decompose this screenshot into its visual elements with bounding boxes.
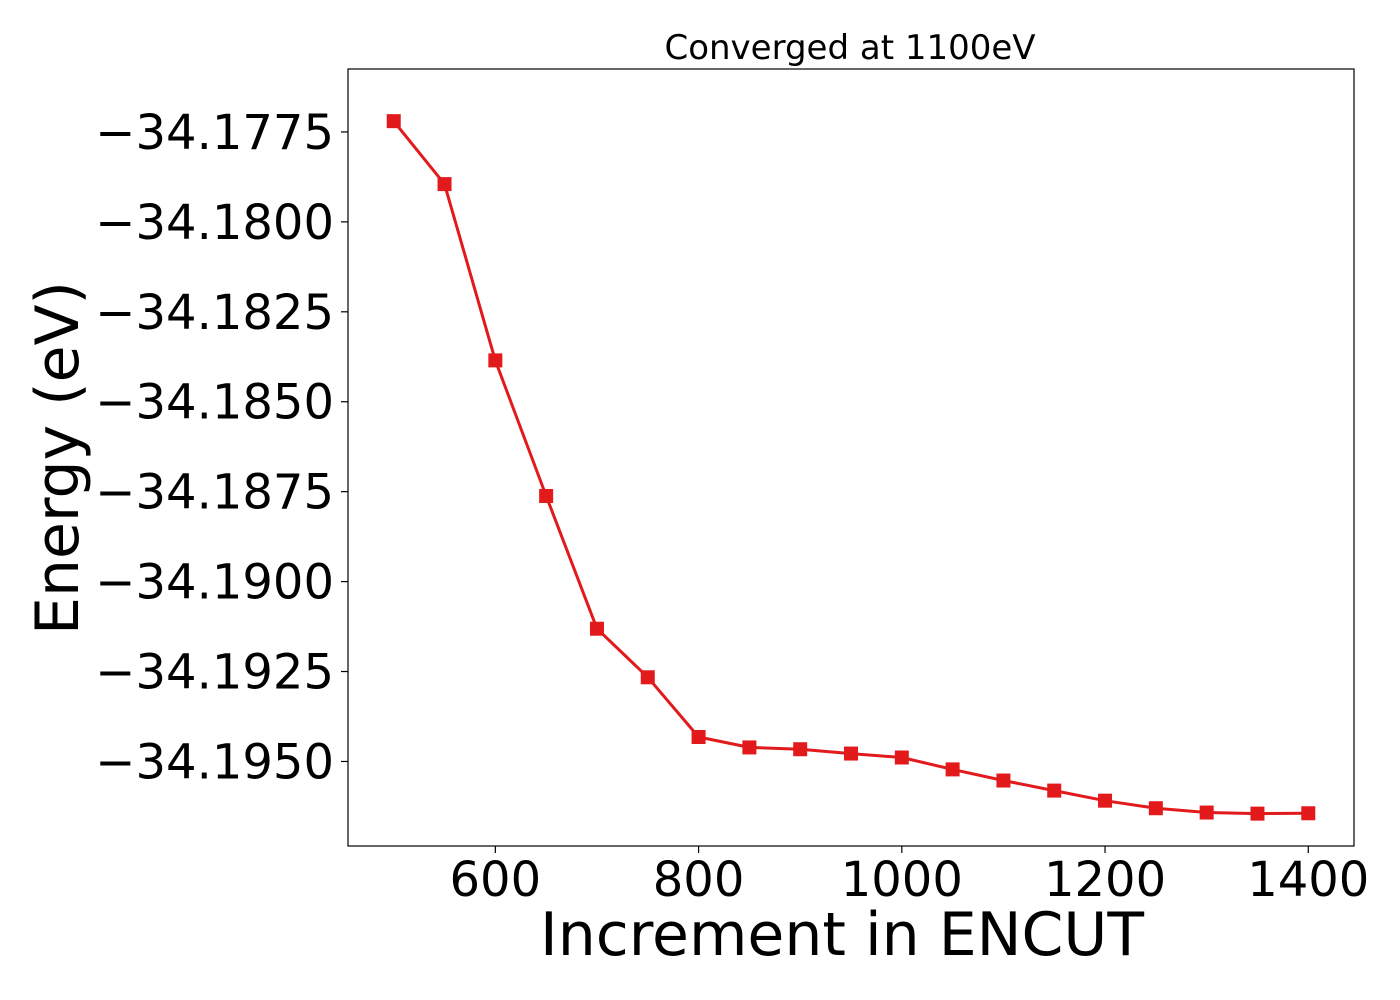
data-point-marker	[691, 730, 706, 745]
data-point-marker	[1148, 801, 1163, 816]
data-point-marker	[742, 740, 757, 755]
data-point-marker	[539, 488, 554, 503]
data-point-marker	[996, 773, 1011, 788]
data-point-marker	[1199, 805, 1214, 820]
data-point-marker	[1098, 793, 1113, 808]
data-point-marker	[1047, 783, 1062, 798]
y-tick-label: −34.1800	[95, 195, 334, 251]
y-tick-label: −34.1775	[95, 105, 334, 161]
data-point-marker	[1250, 806, 1265, 821]
x-tick-label: 800	[653, 852, 745, 908]
data-point-marker	[640, 670, 655, 685]
data-point-marker	[945, 762, 960, 777]
y-axis: −34.1775 −34.1800 −34.1825 −34.1850 −34.1875…	[95, 105, 348, 790]
y-axis-label: Energy (eV)	[23, 281, 93, 635]
x-tick-label: 1400	[1247, 852, 1369, 908]
chart-title: Converged at 1100eV	[664, 28, 1035, 68]
x-tick-label: 600	[450, 852, 542, 908]
data-point-marker	[894, 750, 909, 765]
data-point-marker	[844, 746, 858, 761]
data-point-marker	[488, 353, 503, 368]
y-tick-label: −34.1850	[95, 375, 334, 431]
data-point-marker	[1301, 806, 1316, 821]
y-tick-label: −34.1900	[95, 555, 334, 611]
plot-series	[386, 114, 1316, 821]
y-tick-label: −34.1825	[95, 285, 334, 341]
x-axis: 600 800 1000 1200 1400	[450, 846, 1369, 908]
data-point-marker	[793, 742, 808, 757]
plot-frame	[347, 68, 1355, 847]
x-tick-label: 1000	[841, 852, 963, 908]
data-point-marker	[386, 114, 401, 129]
series-line	[392, 120, 1309, 816]
y-tick-label: −34.1875	[95, 465, 334, 521]
data-point-marker	[589, 621, 604, 636]
y-tick-label: −34.1925	[95, 645, 334, 701]
y-tick-label: −34.1950	[95, 734, 334, 790]
x-tick-label: 1200	[1044, 852, 1166, 908]
x-axis-label: Increment in ENCUT	[540, 900, 1144, 970]
data-point-marker	[437, 177, 452, 192]
